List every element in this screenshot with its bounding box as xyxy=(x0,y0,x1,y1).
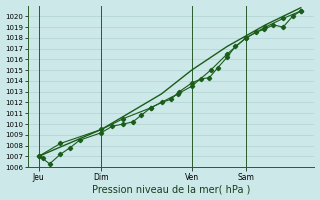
X-axis label: Pression niveau de la mer( hPa ): Pression niveau de la mer( hPa ) xyxy=(92,184,250,194)
